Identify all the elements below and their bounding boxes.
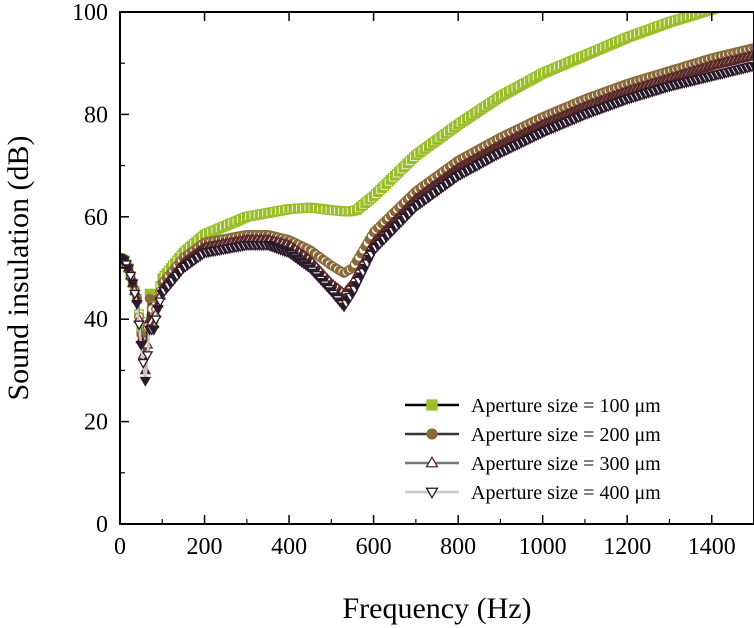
- data-point: [729, 0, 737, 7]
- axes-layer: 0 200 400 600 800 1000 1200 1400 0 20 40 60 80 100: [72, 0, 754, 560]
- data-point: [131, 300, 143, 310]
- legend-marker: [425, 455, 439, 468]
- data-point: [741, 0, 749, 3]
- x-tick-label: 400: [271, 534, 307, 560]
- legend-label: Aperture size = 300 μm: [471, 453, 661, 475]
- data-point: [743, 0, 751, 3]
- legend-marker: [426, 399, 438, 411]
- y-tick-label: 60: [84, 205, 108, 231]
- data-point: [748, 49, 754, 60]
- x-tick-label: 600: [356, 534, 392, 560]
- y-tick-label: 20: [84, 410, 108, 436]
- data-point: [137, 358, 149, 369]
- data-point: [150, 315, 162, 326]
- data-point: [724, 0, 732, 8]
- x-tick-label: 800: [440, 534, 476, 560]
- x-tick-label: 0: [114, 534, 126, 560]
- data-point: [731, 0, 739, 7]
- series-layer: [120, 0, 754, 387]
- series-line-3: [120, 54, 754, 371]
- legend-label: Aperture size = 400 μm: [471, 482, 661, 504]
- data-point: [735, 0, 743, 5]
- legend-item-2: Aperture size = 200 μm: [405, 424, 661, 446]
- data-point: [718, 2, 726, 10]
- data-point: [135, 340, 147, 351]
- legend-item-4: Aperture size = 400 μm: [405, 482, 661, 504]
- data-point: [748, 0, 754, 1]
- x-tick-label: 1000: [519, 534, 567, 560]
- series-4: [120, 61, 754, 387]
- legend: Aperture size = 100 μm Aperture size = 20…: [405, 395, 661, 504]
- legend-item-1: Aperture size = 100 μm: [405, 395, 661, 417]
- series-1: [120, 0, 754, 355]
- data-point: [713, 12, 723, 13]
- legend-label: Aperture size = 100 μm: [471, 395, 661, 417]
- y-tick-label: 100: [72, 0, 108, 26]
- data-point: [727, 0, 735, 8]
- legend-marker: [426, 428, 438, 440]
- data-point: [129, 289, 141, 300]
- y-tick-label: 0: [96, 512, 108, 538]
- data-point: [722, 1, 730, 9]
- y-tick-label: 40: [84, 307, 108, 333]
- legend-label: Aperture size = 200 μm: [471, 424, 661, 446]
- data-point: [720, 1, 728, 9]
- series-line-4: [120, 64, 754, 381]
- x-tick-label: 200: [187, 534, 223, 560]
- data-point: [148, 325, 160, 336]
- data-point: [748, 61, 754, 72]
- data-point: [746, 0, 754, 2]
- data-point: [716, 3, 724, 11]
- data-point: [750, 0, 754, 1]
- y-axis-title: Sound insulation (dB): [2, 135, 35, 400]
- data-point: [124, 271, 137, 282]
- series-3: [120, 49, 754, 375]
- data-point: [139, 376, 152, 387]
- x-tick-label: 1200: [603, 534, 651, 560]
- y-tick-label: 80: [84, 102, 108, 128]
- data-point: [733, 0, 741, 6]
- legend-item-3: Aperture size = 300 μm: [405, 453, 661, 475]
- data-point: [737, 0, 745, 5]
- data-point: [152, 305, 164, 316]
- x-axis-title: Frequency (Hz): [342, 592, 531, 625]
- x-tick-label: 1400: [688, 534, 736, 560]
- data-point: [141, 351, 154, 362]
- data-point: [144, 293, 155, 304]
- data-point: [126, 279, 139, 290]
- legend-marker: [425, 487, 439, 500]
- data-point: [154, 297, 166, 308]
- data-point: [133, 320, 145, 331]
- data-point: [739, 0, 747, 4]
- data-point: [122, 264, 135, 275]
